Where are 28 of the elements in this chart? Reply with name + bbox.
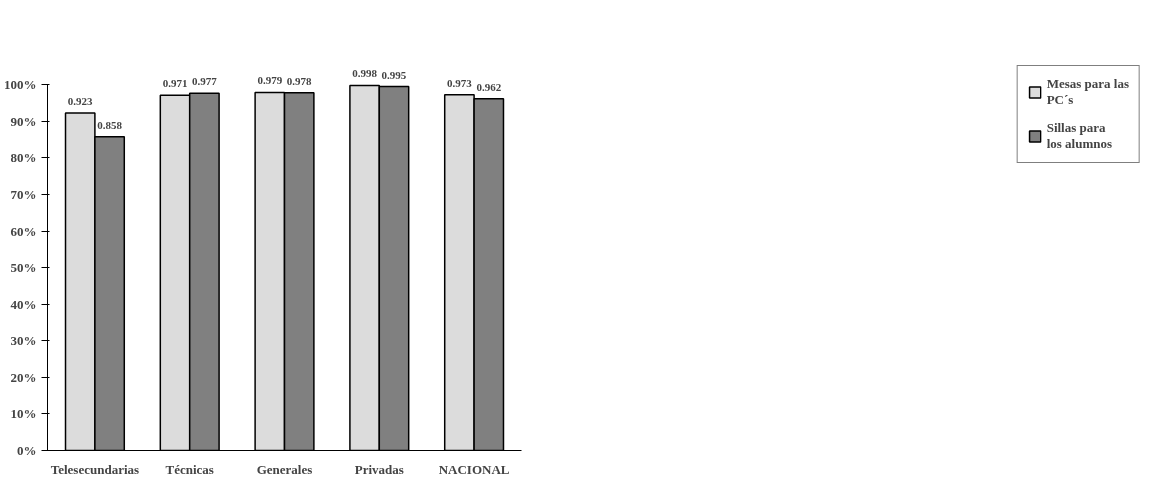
data-label: 0.923 (67, 94, 94, 107)
data-label: 0.858 (97, 118, 123, 131)
x-tick-label: NACIONAL (438, 461, 510, 477)
data-label: 0.978 (286, 74, 313, 87)
y-tick-label: 10% (10, 406, 37, 422)
data-label: 0.973 (447, 76, 473, 89)
data-label: 0.998 (352, 67, 378, 80)
y-tick-label: 100% (4, 77, 37, 93)
y-tick-label: 30% (10, 333, 37, 349)
y-tick-label: 50% (10, 260, 37, 276)
y-tick-label: 80% (10, 150, 37, 166)
x-tick-label: Privadas (354, 461, 404, 477)
x-tick-label: Técnicas (165, 461, 214, 477)
data-label: 0.979 (257, 74, 283, 87)
y-tick-label: 20% (10, 369, 37, 385)
data-label: 0.977 (192, 75, 218, 88)
y-tick-label: 40% (10, 296, 37, 312)
y-tick-label: 0% (17, 443, 37, 458)
y-tick-label: 70% (10, 186, 37, 202)
y-tick-label: 90% (10, 113, 37, 129)
y-tick-label: 60% (10, 223, 37, 239)
x-tick-label: Generales (256, 461, 313, 477)
data-label: 0.962 (476, 80, 502, 93)
data-label: 0.995 (381, 68, 407, 81)
data-label: 0.971 (162, 77, 188, 90)
legend-label: Sillas para los alumnos (1046, 120, 1113, 152)
x-tick-label: Telesecundarias (50, 461, 140, 477)
legend-label: Mesas para las PC´s (1046, 76, 1129, 108)
